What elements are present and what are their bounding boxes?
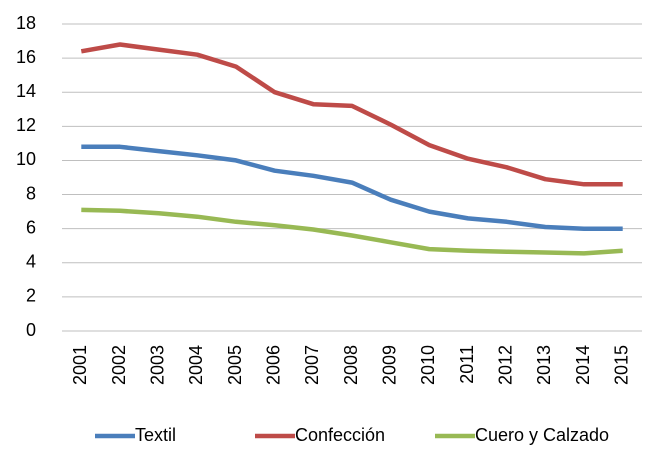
x-tick-label: 2002 [109, 345, 129, 385]
series-line [80, 42, 623, 187]
y-tick-label: 8 [26, 183, 36, 203]
x-tick-label: 2003 [147, 345, 167, 385]
y-tick-label: 18 [16, 13, 36, 33]
x-tick-label: 2014 [573, 345, 593, 385]
x-tick-label: 2011 [457, 345, 477, 384]
legend-label: Confección [295, 425, 385, 445]
x-tick-label: 2012 [495, 345, 515, 385]
y-tick-label: 2 [26, 286, 36, 306]
y-tick-label: 14 [16, 81, 36, 101]
y-tick-label: 6 [26, 217, 36, 237]
x-tick-label: 2005 [225, 345, 245, 385]
x-tick-label: 2010 [418, 345, 438, 385]
x-tick-label: 2004 [186, 345, 206, 385]
x-tick-label: 2001 [70, 345, 90, 385]
legend-label: Textil [135, 425, 176, 445]
series-line [81, 207, 623, 256]
x-tick-label: 2013 [534, 345, 554, 385]
y-tick-label: 16 [16, 47, 36, 67]
x-tick-label: 2007 [302, 345, 322, 385]
y-tick-label: 4 [26, 252, 36, 272]
y-tick-label: 10 [16, 149, 36, 169]
y-tick-label: 0 [26, 320, 36, 340]
x-tick-label: 2006 [263, 345, 283, 385]
series-line [81, 144, 623, 231]
y-tick-label: 12 [16, 115, 36, 135]
x-tick-label: 2008 [341, 345, 361, 385]
x-tick-label: 2009 [379, 345, 399, 385]
x-tick-label: 2015 [611, 345, 631, 385]
legend-label: Cuero y Calzado [475, 425, 609, 445]
